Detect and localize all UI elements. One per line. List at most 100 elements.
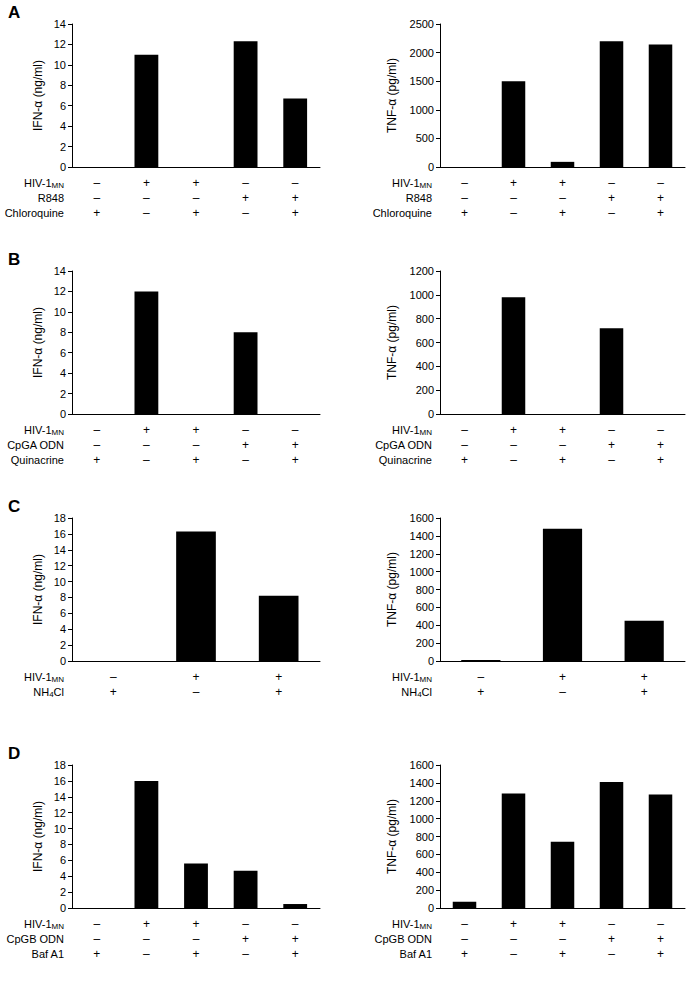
svg-text:0: 0: [60, 902, 66, 914]
svg-text:–: –: [461, 917, 468, 931]
svg-text:–: –: [608, 947, 615, 961]
svg-text:–: –: [292, 176, 299, 190]
svg-text:–: –: [143, 438, 150, 452]
svg-text:CpGB ODN: CpGB ODN: [7, 933, 65, 945]
svg-text:6: 6: [60, 854, 66, 866]
svg-text:12: 12: [54, 38, 66, 50]
svg-text:Cl: Cl: [422, 686, 432, 698]
svg-text:–: –: [559, 438, 566, 452]
svg-text:–: –: [193, 932, 200, 946]
svg-text:1600: 1600: [410, 512, 434, 524]
svg-text:TNF-α (pg/ml): TNF-α (pg/ml): [385, 799, 399, 874]
svg-text:–: –: [608, 917, 615, 931]
svg-text:+: +: [657, 932, 664, 946]
svg-text:+: +: [657, 947, 664, 961]
svg-text:0: 0: [428, 655, 434, 667]
svg-text:4: 4: [60, 623, 66, 635]
svg-text:6: 6: [60, 347, 66, 359]
svg-text:HIV-1: HIV-1: [24, 671, 52, 683]
svg-text:1500: 1500: [410, 75, 434, 87]
svg-text:Quinacrine: Quinacrine: [11, 454, 64, 466]
svg-text:+: +: [510, 176, 517, 190]
svg-text:–: –: [559, 191, 566, 205]
svg-text:–: –: [143, 191, 150, 205]
svg-text:TNF-α (pg/ml): TNF-α (pg/ml): [385, 305, 399, 380]
svg-text:+: +: [192, 670, 199, 684]
svg-text:TNF-α (pg/ml): TNF-α (pg/ml): [385, 552, 399, 627]
svg-text:HIV-1: HIV-1: [24, 424, 52, 436]
svg-text:+: +: [461, 206, 468, 220]
svg-text:–: –: [461, 438, 468, 452]
svg-text:+: +: [477, 685, 484, 699]
svg-text:HIV-1: HIV-1: [392, 918, 420, 930]
svg-text:–: –: [242, 453, 249, 467]
svg-text:1200: 1200: [410, 795, 434, 807]
svg-text:TNF-α (pg/ml): TNF-α (pg/ml): [385, 58, 399, 133]
svg-text:+: +: [461, 947, 468, 961]
svg-text:+: +: [93, 453, 100, 467]
svg-text:–: –: [110, 670, 117, 684]
svg-text:HIV-1: HIV-1: [24, 177, 52, 189]
svg-text:–: –: [93, 191, 100, 205]
svg-text:4: 4: [417, 690, 422, 699]
svg-text:–: –: [93, 932, 100, 946]
svg-text:12: 12: [54, 560, 66, 572]
svg-text:–: –: [93, 423, 100, 437]
svg-text:2: 2: [60, 886, 66, 898]
svg-text:–: –: [292, 423, 299, 437]
svg-text:–: –: [559, 932, 566, 946]
svg-text:HIV-1: HIV-1: [24, 918, 52, 930]
svg-text:10: 10: [54, 576, 66, 588]
svg-text:0: 0: [60, 408, 66, 420]
svg-text:+: +: [192, 453, 199, 467]
svg-text:+: +: [657, 438, 664, 452]
svg-text:8: 8: [60, 591, 66, 603]
svg-text:MN: MN: [420, 428, 433, 437]
svg-text:400: 400: [416, 866, 434, 878]
svg-text:MN: MN: [52, 675, 65, 684]
svg-text:Quinacrine: Quinacrine: [379, 454, 432, 466]
svg-text:MN: MN: [52, 181, 65, 190]
svg-text:1400: 1400: [410, 777, 434, 789]
svg-text:4: 4: [60, 870, 66, 882]
svg-text:+: +: [657, 453, 664, 467]
svg-text:+: +: [242, 191, 249, 205]
svg-text:+: +: [93, 206, 100, 220]
svg-text:200: 200: [416, 637, 434, 649]
svg-text:800: 800: [416, 831, 434, 843]
svg-text:1200: 1200: [410, 265, 434, 277]
svg-text:+: +: [242, 932, 249, 946]
svg-text:+: +: [292, 932, 299, 946]
svg-text:–: –: [657, 423, 664, 437]
svg-text:MN: MN: [420, 922, 433, 931]
svg-text:1000: 1000: [410, 813, 434, 825]
svg-text:–: –: [657, 917, 664, 931]
svg-text:+: +: [559, 917, 566, 931]
svg-text:C: C: [8, 497, 20, 516]
svg-text:+: +: [559, 423, 566, 437]
svg-text:0: 0: [60, 655, 66, 667]
svg-text:18: 18: [54, 512, 66, 524]
svg-text:12: 12: [54, 285, 66, 297]
svg-text:1000: 1000: [410, 104, 434, 116]
svg-text:+: +: [143, 423, 150, 437]
svg-text:+: +: [559, 947, 566, 961]
svg-text:–: –: [608, 176, 615, 190]
svg-text:MN: MN: [420, 675, 433, 684]
svg-text:2: 2: [60, 141, 66, 153]
svg-text:–: –: [510, 453, 517, 467]
svg-text:–: –: [461, 176, 468, 190]
svg-text:–: –: [461, 932, 468, 946]
svg-text:–: –: [193, 438, 200, 452]
svg-text:IFN-α (ng/ml): IFN-α (ng/ml): [31, 801, 45, 872]
svg-text:12: 12: [54, 807, 66, 819]
svg-text:+: +: [657, 206, 664, 220]
svg-text:+: +: [608, 932, 615, 946]
svg-text:2: 2: [60, 639, 66, 651]
svg-text:+: +: [110, 685, 117, 699]
svg-text:–: –: [242, 917, 249, 931]
svg-text:2500: 2500: [410, 18, 434, 30]
svg-text:R848: R848: [38, 192, 64, 204]
svg-text:–: –: [242, 423, 249, 437]
svg-text:MN: MN: [52, 428, 65, 437]
